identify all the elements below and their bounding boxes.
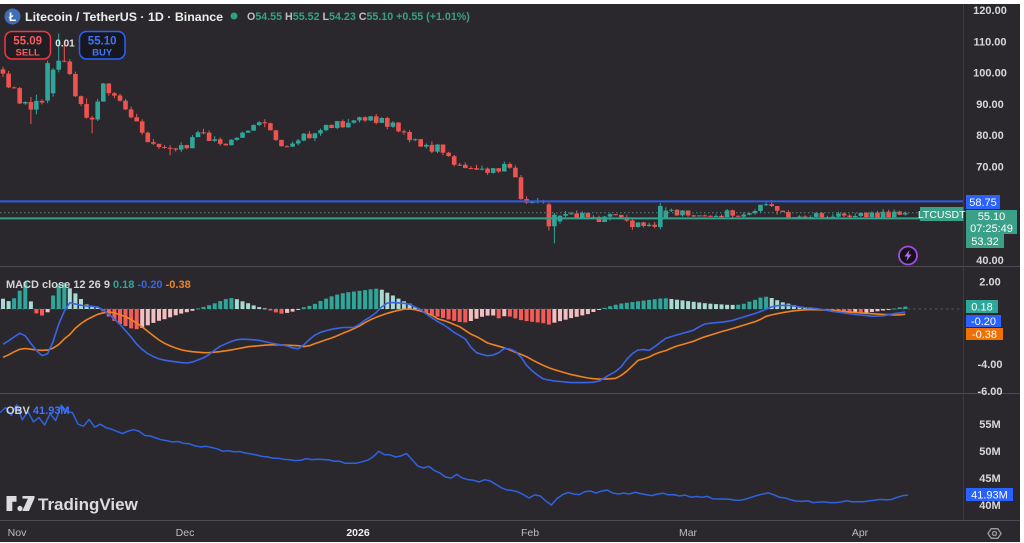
svg-text:OBV 41.93M: OBV 41.93M: [6, 405, 70, 417]
svg-text:-0.38: -0.38: [972, 329, 997, 341]
svg-text:Apr: Apr: [852, 527, 869, 539]
svg-text:2026: 2026: [346, 527, 370, 539]
svg-text:-4.00: -4.00: [977, 359, 1002, 371]
svg-text:120.00: 120.00: [973, 5, 1007, 17]
svg-text:58.75: 58.75: [969, 197, 997, 209]
svg-text:2.00: 2.00: [979, 277, 1000, 289]
svg-text:Ł: Ł: [9, 10, 16, 24]
svg-text:-0.20: -0.20: [971, 316, 996, 328]
svg-text:41.93M: 41.93M: [971, 490, 1008, 502]
svg-text:LTCUSDT: LTCUSDT: [918, 209, 966, 221]
svg-text:90.00: 90.00: [976, 99, 1004, 111]
svg-text:Litecoin / TetherUS · 1D · Bin: Litecoin / TetherUS · 1D · Binance: [25, 10, 223, 24]
svg-text:0.18: 0.18: [971, 302, 992, 314]
svg-text:TradingView: TradingView: [38, 495, 139, 514]
svg-text:0.01: 0.01: [55, 39, 75, 50]
svg-text:100.00: 100.00: [973, 68, 1007, 80]
svg-text:50M: 50M: [979, 446, 1000, 458]
svg-text:80.00: 80.00: [976, 130, 1004, 142]
svg-text:O54.55 H55.52 L54.23 C55.10 +0: O54.55 H55.52 L54.23 C55.10 +0.55 (+1.01…: [247, 11, 470, 23]
svg-text:70.00: 70.00: [976, 161, 1004, 173]
svg-text:110.00: 110.00: [973, 36, 1006, 48]
svg-text:Dec: Dec: [176, 527, 195, 539]
svg-text:Mar: Mar: [679, 527, 698, 539]
svg-text:Nov: Nov: [8, 527, 27, 539]
svg-text:53.32: 53.32: [971, 236, 999, 248]
svg-text:-6.00: -6.00: [977, 386, 1002, 398]
svg-text:45M: 45M: [979, 473, 1000, 485]
svg-text:40.00: 40.00: [976, 255, 1004, 267]
svg-text:55M: 55M: [979, 419, 1000, 431]
svg-text:55.10: 55.10: [978, 211, 1006, 223]
svg-text:55.09: 55.09: [13, 36, 42, 48]
svg-text:55.10: 55.10: [88, 36, 117, 48]
svg-text:40M: 40M: [979, 500, 1000, 512]
svg-text:07:25:49: 07:25:49: [970, 223, 1013, 235]
svg-text:BUY: BUY: [92, 48, 113, 59]
svg-text:SELL: SELL: [16, 48, 40, 59]
svg-text:MACD close 12 26 9 0.18 -0.2: MACD close 12 26 9 0.18 -0.20 -0.38: [6, 279, 191, 291]
svg-text:Feb: Feb: [521, 527, 539, 539]
